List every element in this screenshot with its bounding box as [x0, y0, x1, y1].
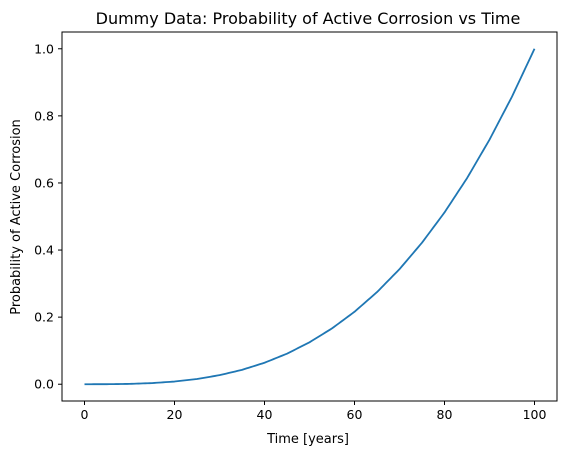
y-tick-label: 0.2 — [34, 310, 54, 325]
x-tick-label: 60 — [347, 407, 363, 422]
y-tick-label: 1.0 — [34, 41, 54, 56]
y-tick-label: 0.6 — [34, 175, 54, 190]
axes-frame — [61, 31, 558, 402]
y-axis-ticks: 0.0 0.2 0.4 0.6 0.8 1.0 — [34, 41, 62, 392]
x-tick-label: 20 — [167, 407, 183, 422]
y-tick-label: 0.8 — [34, 108, 54, 123]
x-tick-label: 100 — [523, 407, 547, 422]
plot-area — [61, 31, 558, 402]
y-tick-label: 0.0 — [34, 377, 54, 392]
x-tick-label: 80 — [437, 407, 453, 422]
chart-title: Dummy Data: Probability of Active Corros… — [96, 9, 521, 28]
series-line — [84, 48, 536, 386]
x-tick-label: 40 — [257, 407, 273, 422]
x-axis-label: Time [years] — [266, 432, 349, 447]
y-axis-label: Probability of Active Corrosion — [9, 119, 24, 315]
x-tick-label: 0 — [81, 407, 89, 422]
y-tick-label: 0.4 — [34, 243, 54, 258]
x-axis-ticks: 0 20 40 60 80 100 — [81, 401, 547, 422]
